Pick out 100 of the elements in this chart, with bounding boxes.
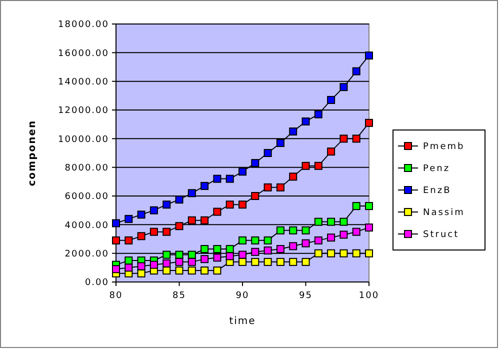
point bbox=[314, 236, 322, 244]
point bbox=[352, 134, 360, 143]
point bbox=[289, 258, 298, 266]
point bbox=[175, 258, 184, 266]
point bbox=[352, 202, 360, 210]
point bbox=[175, 266, 184, 275]
point bbox=[264, 236, 272, 244]
x-tick-label: 95 bbox=[299, 291, 312, 301]
y-tick-label: 18000.00 bbox=[58, 20, 109, 30]
point bbox=[352, 228, 360, 236]
point bbox=[276, 258, 284, 266]
point bbox=[365, 224, 373, 232]
point bbox=[188, 216, 196, 224]
point bbox=[365, 52, 373, 60]
y-tick-label: 16000.00 bbox=[58, 48, 109, 59]
point bbox=[175, 196, 184, 204]
point bbox=[137, 269, 146, 278]
point bbox=[200, 182, 209, 190]
point bbox=[289, 172, 298, 181]
point bbox=[302, 162, 310, 170]
point bbox=[314, 218, 322, 226]
point bbox=[188, 266, 196, 275]
point bbox=[276, 183, 284, 192]
point bbox=[238, 168, 246, 176]
x-tick-label: 90 bbox=[236, 291, 250, 301]
point bbox=[340, 249, 348, 258]
point bbox=[264, 183, 272, 192]
point bbox=[162, 228, 171, 236]
point bbox=[264, 246, 272, 254]
y-axis-title: componen bbox=[27, 120, 38, 186]
point bbox=[251, 236, 260, 244]
point bbox=[251, 248, 260, 256]
point bbox=[251, 192, 260, 200]
point bbox=[365, 249, 373, 258]
point bbox=[340, 230, 348, 239]
point bbox=[302, 117, 310, 126]
point bbox=[238, 250, 246, 259]
y-tick-label: 12000.00 bbox=[58, 106, 109, 116]
point bbox=[327, 249, 336, 258]
point bbox=[302, 258, 310, 266]
point bbox=[289, 242, 298, 250]
legend-label: Struct bbox=[423, 230, 460, 240]
point bbox=[365, 118, 373, 127]
point bbox=[365, 202, 373, 210]
point bbox=[302, 239, 310, 248]
point bbox=[213, 245, 222, 254]
point bbox=[112, 219, 120, 228]
point bbox=[213, 266, 222, 275]
point bbox=[226, 200, 234, 209]
y-tick-label: 10000.00 bbox=[58, 134, 109, 145]
point bbox=[150, 260, 158, 269]
point bbox=[314, 249, 322, 258]
point bbox=[124, 264, 133, 272]
point bbox=[188, 189, 196, 198]
point bbox=[150, 206, 158, 214]
point bbox=[137, 262, 146, 270]
point bbox=[124, 236, 133, 244]
y-tick-label: 8000.00 bbox=[64, 163, 109, 174]
point bbox=[175, 222, 184, 230]
point bbox=[264, 258, 272, 266]
point bbox=[137, 210, 146, 219]
point bbox=[340, 218, 348, 226]
point bbox=[124, 214, 133, 223]
point bbox=[314, 110, 322, 118]
point bbox=[327, 96, 336, 104]
point bbox=[162, 200, 171, 209]
point bbox=[200, 255, 209, 264]
point bbox=[289, 226, 298, 234]
x-tick-label: 100 bbox=[358, 291, 380, 301]
point bbox=[276, 226, 284, 234]
point bbox=[226, 252, 234, 260]
point bbox=[289, 128, 298, 136]
x-tick-label: 80 bbox=[109, 291, 123, 301]
point bbox=[276, 245, 284, 254]
point bbox=[340, 134, 348, 143]
legend-label: EnzB bbox=[423, 186, 452, 196]
legend-label: Penz bbox=[423, 164, 450, 174]
point bbox=[264, 149, 272, 157]
point bbox=[112, 265, 120, 274]
point bbox=[340, 83, 348, 92]
point bbox=[352, 249, 360, 258]
point bbox=[213, 208, 222, 216]
point bbox=[188, 258, 196, 266]
point bbox=[213, 254, 222, 262]
y-tick-label: 14000.00 bbox=[58, 77, 109, 88]
y-tick-label: 0.00 bbox=[84, 278, 109, 288]
point bbox=[238, 200, 246, 209]
point bbox=[276, 138, 284, 147]
x-axis-title: time bbox=[229, 316, 256, 327]
point bbox=[238, 236, 246, 244]
legend-label: Pmemb bbox=[423, 142, 465, 152]
y-tick-label: 2000.00 bbox=[64, 249, 109, 260]
point bbox=[162, 259, 171, 268]
y-tick-label: 4000.00 bbox=[64, 220, 109, 231]
point bbox=[302, 226, 310, 234]
y-tick-label: 6000.00 bbox=[64, 192, 109, 202]
point bbox=[251, 258, 260, 266]
x-tick-label: 85 bbox=[172, 291, 186, 301]
point bbox=[327, 234, 336, 242]
point bbox=[112, 236, 120, 244]
